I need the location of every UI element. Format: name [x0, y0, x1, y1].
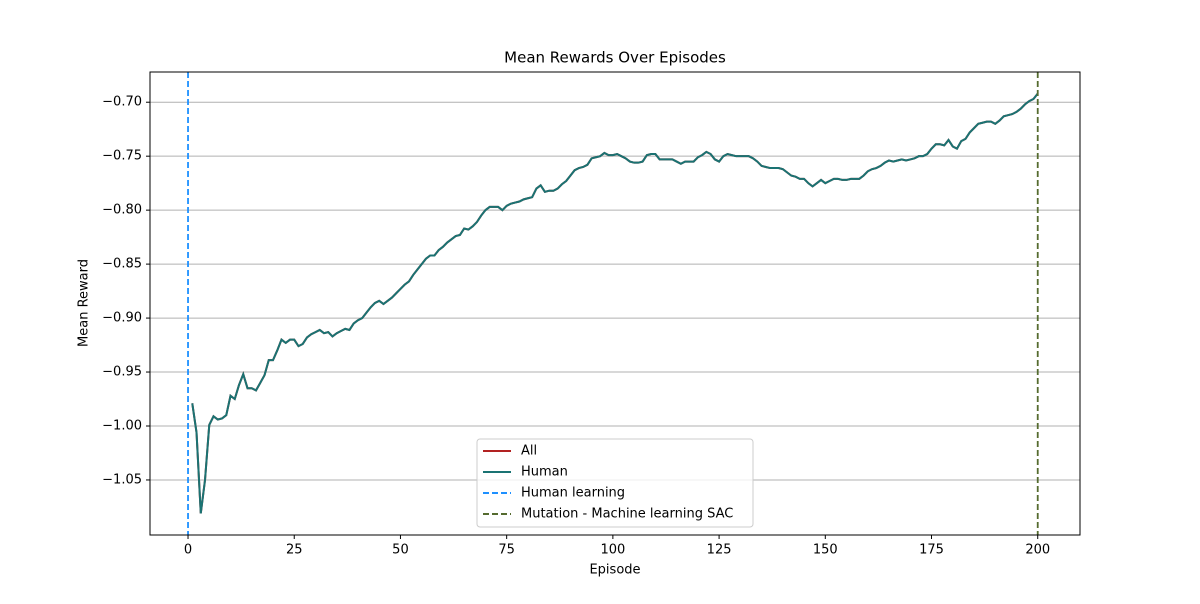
x-tick-label: 75 — [498, 543, 515, 558]
x-tick-label: 25 — [286, 543, 303, 558]
y-tick-label: −0.70 — [102, 95, 142, 110]
x-tick-label: 150 — [813, 543, 838, 558]
x-tick-label: 50 — [392, 543, 409, 558]
y-axis-label: Mean Reward — [77, 259, 92, 347]
legend-label: Human — [521, 465, 568, 480]
legend: All Human Human learning Mutation - Machine… — [476, 438, 754, 528]
chart-title: Mean Rewards Over Episodes — [504, 49, 726, 67]
y-tick-label: −0.90 — [102, 311, 142, 326]
legend-label: All — [521, 444, 537, 459]
x-tick-label: 175 — [919, 543, 944, 558]
x-tick-label: 200 — [1025, 543, 1050, 558]
plot-frame — [149, 71, 1081, 536]
y-tick-label: −0.95 — [102, 365, 142, 380]
legend-label: Mutation - Machine learning SAC — [521, 507, 733, 522]
x-axis-label: Episode — [589, 563, 640, 578]
x-tick-label: 125 — [707, 543, 732, 558]
x-tick-label: 0 — [184, 543, 192, 558]
data-line — [191, 92, 1039, 514]
legend-box — [476, 438, 754, 528]
y-tick-label: −1.05 — [102, 472, 142, 487]
x-tick-label: 100 — [600, 543, 625, 558]
legend-label: Human learning — [521, 486, 625, 501]
y-tick-label: −0.85 — [102, 257, 142, 272]
y-tick-label: −0.75 — [102, 149, 142, 164]
y-tick-label: −1.00 — [102, 418, 142, 433]
y-tick-label: −0.80 — [102, 203, 142, 218]
